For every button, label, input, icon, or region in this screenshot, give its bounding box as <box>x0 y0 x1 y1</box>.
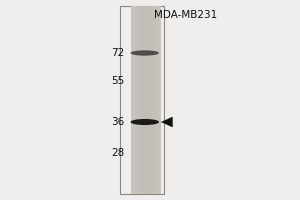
Bar <box>155 6 157 194</box>
Bar <box>149 6 151 194</box>
Bar <box>148 6 149 194</box>
Text: 36: 36 <box>111 117 124 127</box>
Bar <box>143 6 145 194</box>
Bar <box>131 6 133 194</box>
Bar <box>145 6 146 194</box>
Bar <box>134 6 136 194</box>
Bar <box>137 6 139 194</box>
Bar <box>139 6 140 194</box>
Bar <box>133 6 134 194</box>
Text: 55: 55 <box>111 76 124 86</box>
Bar <box>160 6 161 194</box>
Ellipse shape <box>130 119 159 125</box>
Bar <box>151 6 152 194</box>
Text: 72: 72 <box>111 48 124 58</box>
Bar <box>154 6 155 194</box>
Bar <box>140 6 142 194</box>
Polygon shape <box>161 117 172 127</box>
Bar <box>158 6 160 194</box>
Bar <box>130 6 131 194</box>
Ellipse shape <box>130 50 159 56</box>
Text: MDA-MB231: MDA-MB231 <box>154 10 218 20</box>
Text: 28: 28 <box>111 148 124 158</box>
FancyBboxPatch shape <box>120 6 164 194</box>
Bar <box>152 6 154 194</box>
Bar <box>157 6 158 194</box>
Bar <box>146 6 148 194</box>
Bar <box>136 6 137 194</box>
Bar <box>142 6 143 194</box>
FancyBboxPatch shape <box>130 6 160 194</box>
